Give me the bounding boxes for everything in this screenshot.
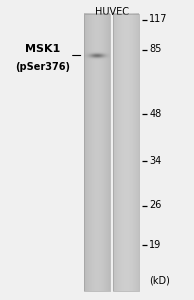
Bar [113, 14, 139, 291]
Text: (kD): (kD) [149, 275, 170, 286]
Text: 34: 34 [149, 155, 162, 166]
Bar [110, 14, 113, 291]
Text: 26: 26 [149, 200, 162, 211]
Text: (pSer376): (pSer376) [15, 62, 70, 73]
Bar [84, 14, 110, 291]
Text: 117: 117 [149, 14, 168, 25]
Text: 19: 19 [149, 239, 162, 250]
Text: HUVEC: HUVEC [94, 7, 129, 16]
Text: MSK1: MSK1 [25, 44, 60, 55]
Text: 85: 85 [149, 44, 162, 55]
Text: 48: 48 [149, 109, 162, 119]
